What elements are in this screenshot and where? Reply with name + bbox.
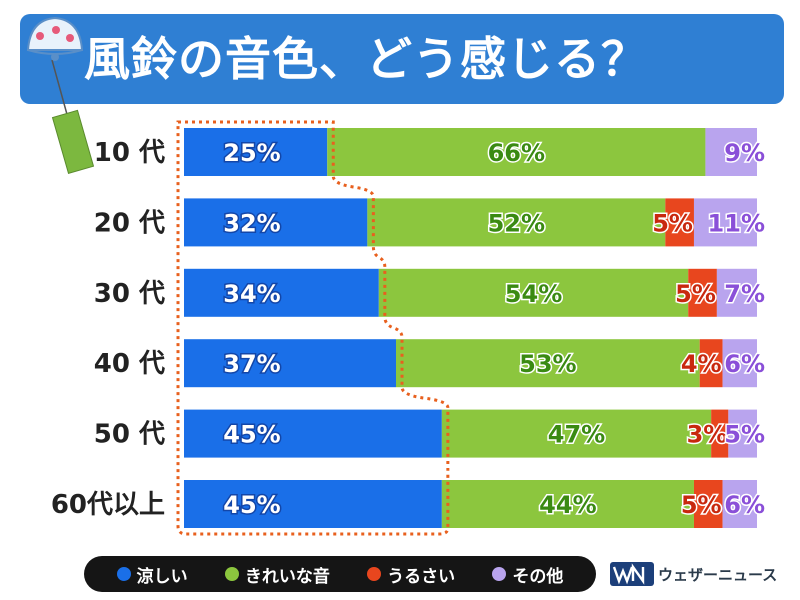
bar-beautiful <box>441 409 712 458</box>
data-label-beautiful: 66% <box>488 139 545 167</box>
title-banner <box>20 14 784 104</box>
data-label-beautiful: 54% <box>505 280 562 308</box>
data-label-cool: 37% <box>223 350 280 378</box>
data-label-other: 5% <box>724 421 765 449</box>
bar-other <box>722 339 757 388</box>
data-label-cool: 32% <box>223 209 280 237</box>
legend-item-other: その他 <box>492 562 563 587</box>
bar-cool <box>184 198 368 247</box>
category-label: 20 代 <box>94 208 165 238</box>
bar-noisy <box>699 339 723 388</box>
legend-item-beautiful: きれいな音 <box>224 562 330 587</box>
data-label-cool: 25% <box>223 139 280 167</box>
legend-label-noisy: うるさい <box>387 566 456 587</box>
legend-item-noisy: うるさい <box>367 562 455 587</box>
bar-noisy <box>688 268 717 317</box>
bar-beautiful <box>367 198 666 247</box>
data-label-noisy: 5% <box>675 280 716 308</box>
bar-other <box>716 268 757 317</box>
data-label-other: 11% <box>708 209 765 237</box>
legend-label-other: その他 <box>512 566 564 587</box>
page-title: 風鈴の音色、どう感じる？ <box>84 32 648 86</box>
bar-noisy <box>665 198 694 247</box>
bar-cool <box>184 409 442 458</box>
wind-chime-icon <box>26 16 95 174</box>
legend-dot-cool <box>116 567 131 581</box>
data-label-other: 7% <box>724 280 765 308</box>
bar-beautiful <box>396 339 700 388</box>
data-label-beautiful: 52% <box>488 209 545 237</box>
bar-other <box>693 198 757 247</box>
data-label-noisy: 5% <box>681 491 722 519</box>
data-label-noisy: 4% <box>681 350 722 378</box>
data-label-beautiful: 44% <box>539 491 596 519</box>
data-label-other: 6% <box>724 491 765 519</box>
bar-noisy <box>711 409 729 458</box>
category-label: 10 代 <box>94 138 165 168</box>
category-label: 30 代 <box>94 279 165 309</box>
bar-beautiful <box>327 128 706 176</box>
bar-other <box>722 480 757 528</box>
data-label-noisy: 5% <box>652 209 693 237</box>
legend-item-cool: 涼しい <box>116 562 188 587</box>
category-label: 40 代 <box>94 349 165 379</box>
legend-dot-noisy <box>367 567 382 581</box>
legend-label-cool: 涼しい <box>136 566 188 587</box>
bar-cool <box>184 268 379 317</box>
category-label: 50 代 <box>94 420 165 450</box>
brand-name: ウェザーニュース <box>658 565 778 584</box>
bar-beautiful <box>378 268 689 317</box>
brand-logo: ウェザーニュース <box>610 562 777 586</box>
legend-dot-beautiful <box>224 567 239 581</box>
legend-label-beautiful: きれいな音 <box>244 566 330 587</box>
bar-cool <box>184 339 397 388</box>
cool-highlight-outline <box>176 120 450 536</box>
data-label-other: 6% <box>724 350 765 378</box>
legend: 涼しい きれいな音 うるさい その他 <box>84 556 596 592</box>
bar-other <box>728 409 757 458</box>
legend-dot-other <box>492 567 507 581</box>
category-label: 60代以上 <box>51 490 165 520</box>
bar-noisy <box>693 480 723 528</box>
data-label-cool: 34% <box>223 280 280 308</box>
bar-beautiful <box>441 480 694 528</box>
data-label-noisy: 3% <box>687 421 728 449</box>
bar-cool <box>184 128 328 176</box>
data-label-cool: 45% <box>223 491 280 519</box>
data-label-beautiful: 47% <box>548 421 605 449</box>
weathernews-logo-icon <box>610 562 654 586</box>
bar-other <box>705 128 757 176</box>
data-label-beautiful: 53% <box>519 350 576 378</box>
bar-cool <box>184 480 442 528</box>
data-label-cool: 45% <box>223 421 280 449</box>
data-label-other: 9% <box>724 139 765 167</box>
